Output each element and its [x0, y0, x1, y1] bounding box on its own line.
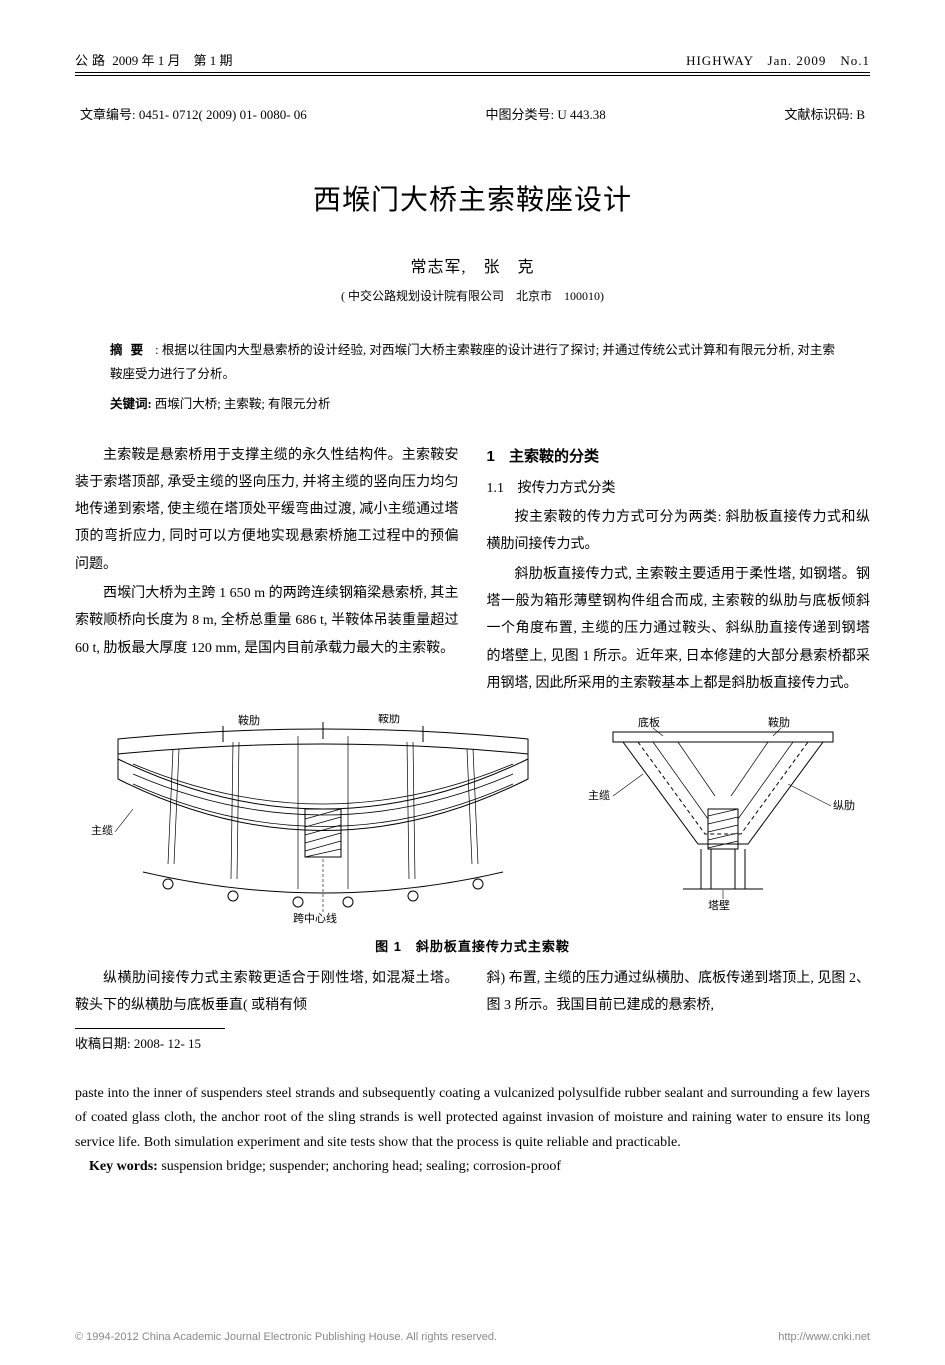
- page-header: 公路 2009 年 1 月 第 1 期 HIGHWAY Jan. 2009 No…: [75, 50, 870, 73]
- section-1-text: 主索鞍的分类: [509, 448, 599, 465]
- received-value: 2008- 12- 15: [134, 1036, 201, 1051]
- section-1-heading: 1 主索鞍的分类: [487, 442, 871, 471]
- fig1-right-label-top2: 鞍肋: [768, 715, 790, 729]
- article-no-label: 文章编号:: [80, 107, 136, 122]
- footnote-rule: [75, 1028, 225, 1029]
- figure-1-caption: 图 1 斜肋板直接传力式主索鞍: [75, 936, 870, 955]
- header-right: HIGHWAY Jan. 2009 No.1: [686, 50, 870, 69]
- keywords: 关键词: 西堠门大桥; 主索鞍; 有限元分析: [110, 393, 835, 412]
- right-para-1: 按主索鞍的传力方式可分为两类: 斜肋板直接传力式和纵横肋间接传力式。: [487, 504, 871, 559]
- authors: 常志军, 张 克: [75, 253, 870, 277]
- doc-code: 文献标识码: B: [784, 104, 865, 123]
- english-kw-label: Key words:: [89, 1159, 158, 1174]
- bottom-left-col: 纵横肋间接传力式主索鞍更适合于刚性塔, 如混凝土塔。鞍头下的纵横肋与底板垂直( …: [75, 965, 459, 1022]
- classification-row: 文章编号: 0451- 0712( 2009) 01- 0080- 06 中图分…: [75, 104, 870, 123]
- left-column: 主索鞍是悬索桥用于支撑主缆的永久性结构件。主索鞍安装于索塔顶部, 承受主缆的竖向…: [75, 442, 459, 700]
- affiliation: ( 中交公路规划设计院有限公司 北京市 100010): [75, 287, 870, 304]
- english-para: paste into the inner of suspenders steel…: [75, 1082, 870, 1156]
- saddle-elevation-diagram: 鞍肋 鞍肋: [83, 714, 563, 924]
- article-no-value: 0451- 0712( 2009) 01- 0080- 06: [139, 107, 307, 122]
- keywords-text: 西堠门大桥; 主索鞍; 有限元分析: [155, 397, 331, 411]
- fig1-left-label-cable: 主缆: [91, 824, 113, 837]
- fig1-right-label-cable: 主缆: [588, 789, 610, 802]
- clc-value: U 443.38: [557, 107, 605, 122]
- received-date: 收稿日期: 2008- 12- 15: [75, 1033, 870, 1052]
- header-left: 公路 2009 年 1 月 第 1 期: [75, 50, 233, 69]
- fig1-left-label-top2: 鞍肋: [378, 714, 400, 725]
- figure-1: 鞍肋 鞍肋: [75, 714, 870, 955]
- cnki-watermark: © 1994-2012 China Academic Journal Elect…: [75, 1331, 870, 1343]
- fig1-right-label-tower: 塔壁: [708, 898, 730, 912]
- clc-number: 中图分类号: U 443.38: [485, 104, 605, 123]
- abstract-text: 根据以往国内大型悬索桥的设计经验, 对西堠门大桥主索鞍座的设计进行了探讨; 并通…: [110, 343, 835, 381]
- section-1-1-text: 按传力方式分类: [518, 481, 616, 496]
- bottom-columns: 纵横肋间接传力式主索鞍更适合于刚性塔, 如混凝土塔。鞍头下的纵横肋与底板垂直( …: [75, 965, 870, 1022]
- paper-title: 西堠门大桥主索鞍座设计: [75, 178, 870, 218]
- doc-code-label: 文献标识码:: [784, 107, 853, 122]
- received-label: 收稿日期:: [75, 1036, 131, 1051]
- bottom-left-para: 纵横肋间接传力式主索鞍更适合于刚性塔, 如混凝土塔。鞍头下的纵横肋与底板垂直( …: [75, 965, 459, 1020]
- keywords-label: 关键词:: [110, 397, 152, 411]
- journal-cn: 公路: [75, 53, 109, 68]
- abstract: 摘要: 根据以往国内大型悬索桥的设计经验, 对西堠门大桥主索鞍座的设计进行了探讨…: [110, 339, 835, 387]
- english-keywords: Key words: suspension bridge; suspender;…: [75, 1155, 870, 1180]
- right-column: 1 主索鞍的分类 1.1 按传力方式分类 按主索鞍的传力方式可分为两类: 斜肋板…: [487, 442, 871, 700]
- left-para-2: 西堠门大桥为主跨 1 650 m 的两跨连续钢箱梁悬索桥, 其主索鞍顺桥向长度为…: [75, 580, 459, 662]
- figure-1-left: 鞍肋 鞍肋: [83, 714, 563, 924]
- watermark-left: © 1994-2012 China Academic Journal Elect…: [75, 1331, 497, 1343]
- english-kw-text: suspension bridge; suspender; anchoring …: [161, 1159, 561, 1174]
- bottom-right-para: 斜) 布置, 主缆的压力通过纵横肋、底板传递到塔顶上, 见图 2、图 3 所示。…: [487, 965, 871, 1020]
- abstract-label: 摘要: [110, 343, 151, 357]
- clc-label: 中图分类号:: [485, 107, 554, 122]
- issue-date: 2009 年 1 月 第 1 期: [112, 53, 232, 68]
- bottom-right-col: 斜) 布置, 主缆的压力通过纵横肋、底板传递到塔顶上, 见图 2、图 3 所示。…: [487, 965, 871, 1022]
- doc-code-value: B: [856, 107, 865, 122]
- section-1-1-heading: 1.1 按传力方式分类: [487, 475, 871, 502]
- english-abstract: paste into the inner of suspenders steel…: [75, 1082, 870, 1180]
- left-para-1: 主索鞍是悬索桥用于支撑主缆的永久性结构件。主索鞍安装于索塔顶部, 承受主缆的竖向…: [75, 442, 459, 578]
- fig1-right-label-rib: 纵肋: [833, 798, 855, 812]
- fig1-left-label-top1: 鞍肋: [238, 714, 260, 727]
- body-columns: 主索鞍是悬索桥用于支撑主缆的永久性结构件。主索鞍安装于索塔顶部, 承受主缆的竖向…: [75, 442, 870, 700]
- figure-1-right: 底板 鞍肋: [583, 714, 863, 924]
- article-number: 文章编号: 0451- 0712( 2009) 01- 0080- 06: [80, 104, 307, 123]
- fig1-right-label-top1: 底板: [638, 715, 660, 729]
- watermark-right: http://www.cnki.net: [778, 1331, 870, 1343]
- fig1-left-label-center: 跨中心线: [293, 911, 337, 924]
- right-para-2: 斜肋板直接传力式, 主索鞍主要适用于柔性塔, 如钢塔。钢塔一般为箱形薄壁钢构件组…: [487, 561, 871, 697]
- section-1-1-num: 1.1: [487, 481, 505, 496]
- section-1-num: 1: [487, 448, 495, 465]
- saddle-section-diagram: 底板 鞍肋: [583, 714, 863, 924]
- figure-1-images: 鞍肋 鞍肋: [75, 714, 870, 924]
- header-rule: [75, 75, 870, 76]
